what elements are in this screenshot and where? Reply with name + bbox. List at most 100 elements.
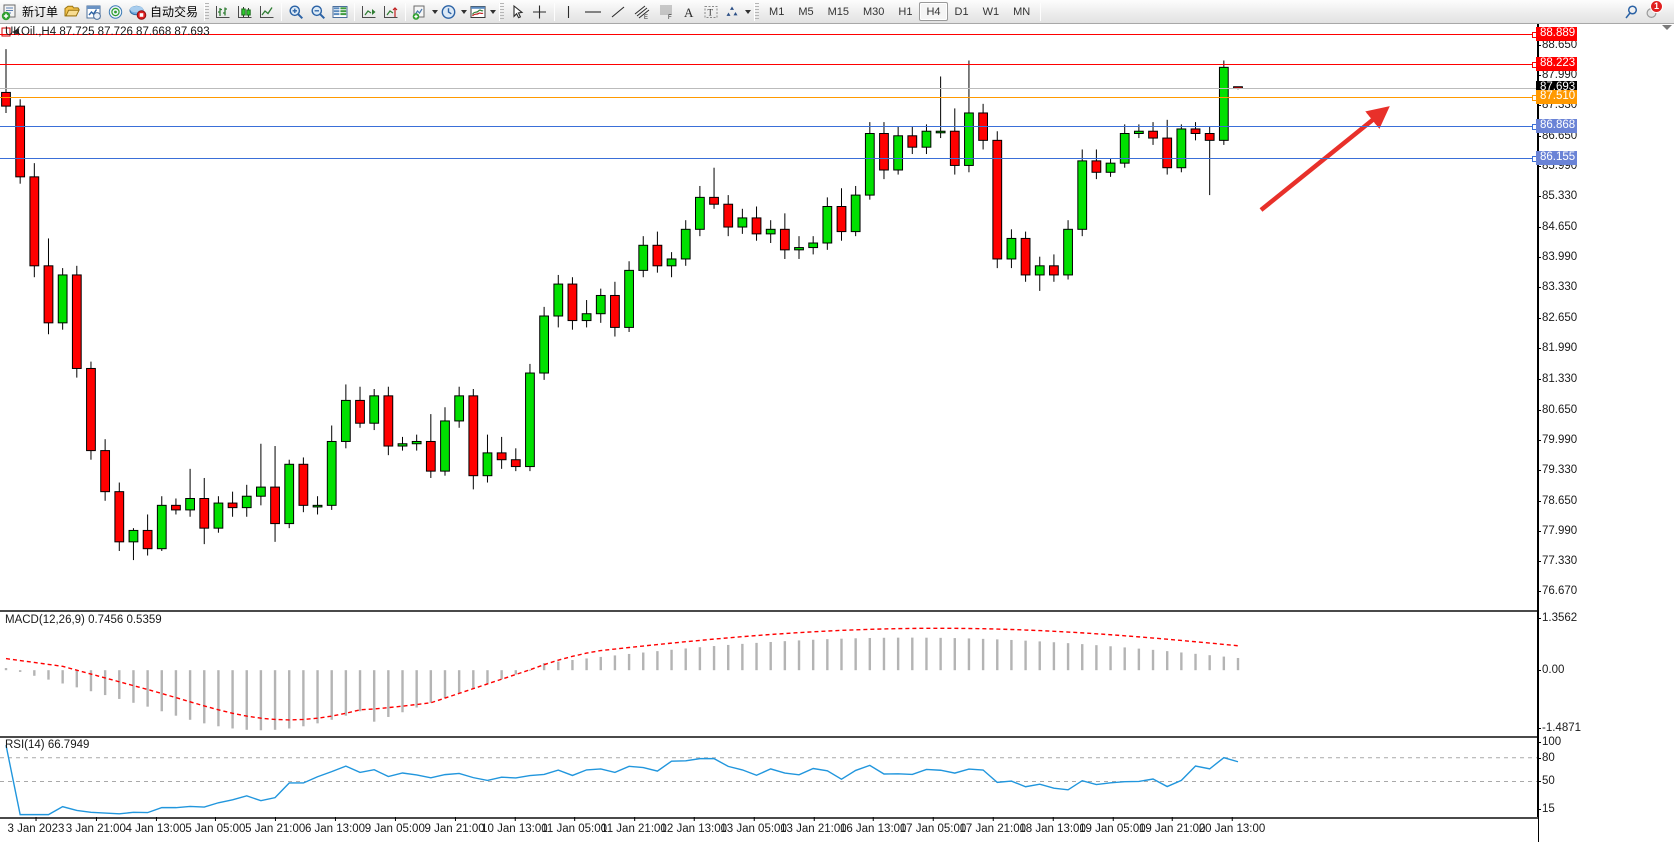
timeframe-m5[interactable]: M5 bbox=[798, 5, 814, 18]
shift-end-icon bbox=[362, 5, 376, 18]
trendline-button[interactable] bbox=[606, 1, 630, 23]
macd-histogram-bar bbox=[613, 655, 617, 671]
macd-histogram-bar bbox=[670, 649, 673, 671]
macd-histogram-bar bbox=[1081, 644, 1084, 671]
templates-dropdown-caret[interactable] bbox=[490, 9, 497, 14]
navigator-icon bbox=[108, 4, 123, 19]
shapes-button[interactable] bbox=[722, 1, 744, 23]
horizontal-line-button[interactable] bbox=[580, 1, 606, 23]
price-label-support-upper[interactable]: 86.868 bbox=[1536, 118, 1578, 133]
candlestick-chart-button[interactable] bbox=[234, 1, 256, 23]
indicators-icon bbox=[412, 5, 425, 20]
time-tick: 19 Jan 05:00 bbox=[1079, 817, 1146, 835]
timeframe-m15[interactable]: M15 bbox=[827, 5, 849, 18]
auto-trading-button[interactable]: 自动交易 bbox=[127, 1, 201, 23]
timeframe-d1[interactable]: D1 bbox=[954, 5, 969, 18]
zoom-out-button[interactable] bbox=[307, 1, 329, 23]
alerts-button[interactable]: 1 bbox=[1642, 0, 1664, 23]
svg-text:T: T bbox=[708, 7, 714, 17]
chart-area[interactable]: UKOil.,H4 87.725 87.726 87.668 87.693 MA… bbox=[0, 24, 1674, 842]
period-dropdown-caret[interactable] bbox=[461, 9, 468, 14]
toolbar-grip-2[interactable] bbox=[499, 2, 505, 21]
tile-windows-button[interactable] bbox=[329, 1, 351, 23]
price-line-resistance-lower[interactable] bbox=[0, 62, 1538, 68]
zoom-out-icon bbox=[311, 5, 326, 19]
candle bbox=[779, 213, 790, 259]
auto-scroll-button[interactable] bbox=[380, 1, 402, 23]
time-axis[interactable]: 3 Jan 2023 3 Jan 21:00 4 Jan 13:00 5 Jan 05… bbox=[0, 817, 1538, 842]
navigator-button[interactable] bbox=[105, 1, 127, 23]
crosshair-button[interactable] bbox=[529, 1, 551, 23]
timeframe-w1[interactable]: W1 bbox=[982, 5, 1000, 18]
equidistant-channel-button[interactable]: E bbox=[630, 1, 654, 23]
scroll-down-icon[interactable] bbox=[1662, 25, 1672, 30]
macd-histogram-bar bbox=[925, 637, 928, 671]
timeframe-mn[interactable]: MN bbox=[1013, 5, 1031, 18]
tile-windows-icon bbox=[332, 5, 348, 18]
candle bbox=[553, 274, 564, 328]
text-button[interactable]: A bbox=[678, 1, 700, 23]
macd-plot bbox=[4, 627, 1240, 731]
rsi-tick: 15 bbox=[1537, 803, 1555, 816]
cursor-button[interactable] bbox=[507, 1, 529, 23]
price-label-support-lower[interactable]: 86.155 bbox=[1536, 151, 1578, 166]
zoom-in-button[interactable] bbox=[285, 1, 307, 23]
indicators-dropdown-caret[interactable] bbox=[432, 9, 439, 14]
macd-histogram-bar bbox=[415, 670, 418, 708]
macd-histogram-bar bbox=[1109, 646, 1112, 671]
price-line-resistance-upper[interactable] bbox=[0, 31, 1538, 38]
macd-histogram-bar bbox=[1024, 640, 1027, 671]
period-button[interactable] bbox=[438, 1, 460, 23]
toolbar-grip-3[interactable] bbox=[754, 2, 760, 21]
folder-button[interactable] bbox=[61, 1, 83, 23]
timeframe-h4[interactable]: H4 bbox=[919, 2, 948, 21]
text-label-button[interactable]: T bbox=[700, 1, 722, 23]
candle bbox=[850, 185, 861, 237]
fibonacci-button[interactable]: F bbox=[654, 1, 678, 23]
macd-histogram-bar bbox=[443, 670, 447, 699]
macd-pane[interactable]: MACD(12,26,9) 0.7456 0.5359 bbox=[0, 610, 1538, 734]
templates-button[interactable] bbox=[467, 1, 489, 23]
macd-histogram-bar bbox=[1208, 655, 1211, 671]
price-line-support-upper[interactable] bbox=[0, 123, 1538, 130]
new-order-label: 新订单 bbox=[22, 5, 59, 19]
macd-histogram-bar bbox=[585, 658, 588, 671]
shapes-dropdown-caret[interactable] bbox=[745, 9, 752, 14]
price-line-support-lower[interactable] bbox=[0, 156, 1538, 163]
candle bbox=[567, 277, 578, 330]
time-tick: 9 Jan 05:00 bbox=[364, 817, 425, 835]
candle bbox=[114, 482, 125, 551]
toolbar-grip[interactable] bbox=[204, 2, 210, 21]
price-pane[interactable]: UKOil.,H4 87.725 87.726 87.668 87.693 bbox=[0, 24, 1538, 608]
macd-histogram-bar bbox=[401, 670, 404, 713]
price-line-last-price[interactable] bbox=[0, 88, 1538, 90]
timeframe-h1[interactable]: H1 bbox=[898, 5, 913, 18]
search-button[interactable] bbox=[1620, 1, 1642, 23]
macd-histogram-bar bbox=[1180, 652, 1183, 671]
candle bbox=[383, 386, 394, 456]
macd-histogram-bar bbox=[1052, 642, 1056, 671]
rsi-pane[interactable]: RSI(14) 66.7949 bbox=[0, 736, 1538, 817]
line-chart-button[interactable] bbox=[256, 1, 278, 23]
data-window-button[interactable] bbox=[83, 1, 105, 23]
price-tick: 81.330 bbox=[1536, 372, 1578, 385]
price-label-resistance-upper[interactable]: 88.889 bbox=[1536, 26, 1578, 41]
candle bbox=[694, 185, 705, 237]
cursor-icon bbox=[513, 4, 524, 18]
macd-histogram-bar bbox=[599, 656, 602, 671]
new-order-button[interactable]: 新订单 bbox=[0, 1, 61, 23]
macd-histogram-bar bbox=[882, 637, 886, 671]
macd-histogram-bar bbox=[4, 668, 8, 671]
macd-histogram-bar bbox=[1165, 651, 1169, 671]
price-line-entry-level[interactable] bbox=[0, 94, 1538, 101]
price-label-entry-level[interactable]: 87.510 bbox=[1536, 89, 1578, 104]
bar-chart-button[interactable] bbox=[212, 1, 234, 23]
candle bbox=[624, 261, 634, 332]
price-axis[interactable]: 88.650 87.990 87.330 86.650 85.990 85.330 84.6… bbox=[1536, 24, 1674, 842]
timeframe-m1[interactable]: M1 bbox=[769, 5, 785, 18]
price-label-resistance-lower[interactable]: 88.223 bbox=[1536, 57, 1578, 71]
indicators-button[interactable] bbox=[409, 1, 431, 23]
vertical-line-button[interactable] bbox=[558, 1, 580, 23]
shift-end-button[interactable] bbox=[358, 1, 380, 23]
timeframe-m30[interactable]: M30 bbox=[863, 5, 885, 18]
